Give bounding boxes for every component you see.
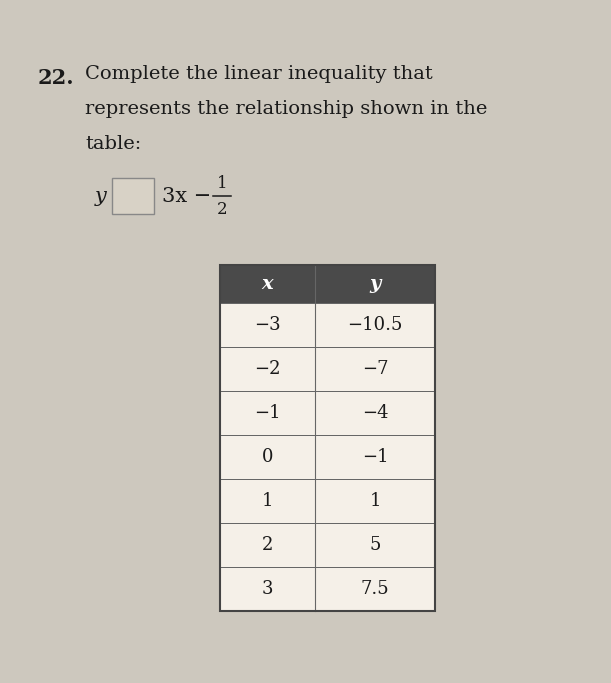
Text: 5: 5 [369,536,381,554]
Text: −1: −1 [362,448,389,466]
Text: 0: 0 [262,448,273,466]
Text: 1: 1 [217,174,227,191]
FancyBboxPatch shape [112,178,154,214]
Text: −7: −7 [362,360,388,378]
FancyBboxPatch shape [220,567,435,611]
FancyBboxPatch shape [220,435,435,479]
FancyBboxPatch shape [220,479,435,523]
Text: y: y [369,275,381,293]
FancyBboxPatch shape [220,303,435,347]
FancyBboxPatch shape [220,265,435,303]
Text: −10.5: −10.5 [347,316,403,334]
FancyBboxPatch shape [220,391,435,435]
Text: −4: −4 [362,404,388,422]
Text: x: x [262,275,273,293]
Text: 2: 2 [217,201,227,219]
Text: −3: −3 [254,316,281,334]
Text: −2: −2 [254,360,280,378]
FancyBboxPatch shape [220,347,435,391]
Text: −1: −1 [254,404,281,422]
FancyBboxPatch shape [220,523,435,567]
Text: 1: 1 [369,492,381,510]
Text: 2: 2 [262,536,273,554]
Text: represents the relationship shown in the: represents the relationship shown in the [85,100,488,118]
Text: Complete the linear inequality that: Complete the linear inequality that [85,65,433,83]
Text: 22.: 22. [38,68,75,88]
Text: 3: 3 [262,580,273,598]
Text: 1: 1 [262,492,273,510]
Text: table:: table: [85,135,141,153]
Text: 3x −: 3x − [162,186,211,206]
Text: y: y [95,186,107,206]
Text: 7.5: 7.5 [360,580,389,598]
